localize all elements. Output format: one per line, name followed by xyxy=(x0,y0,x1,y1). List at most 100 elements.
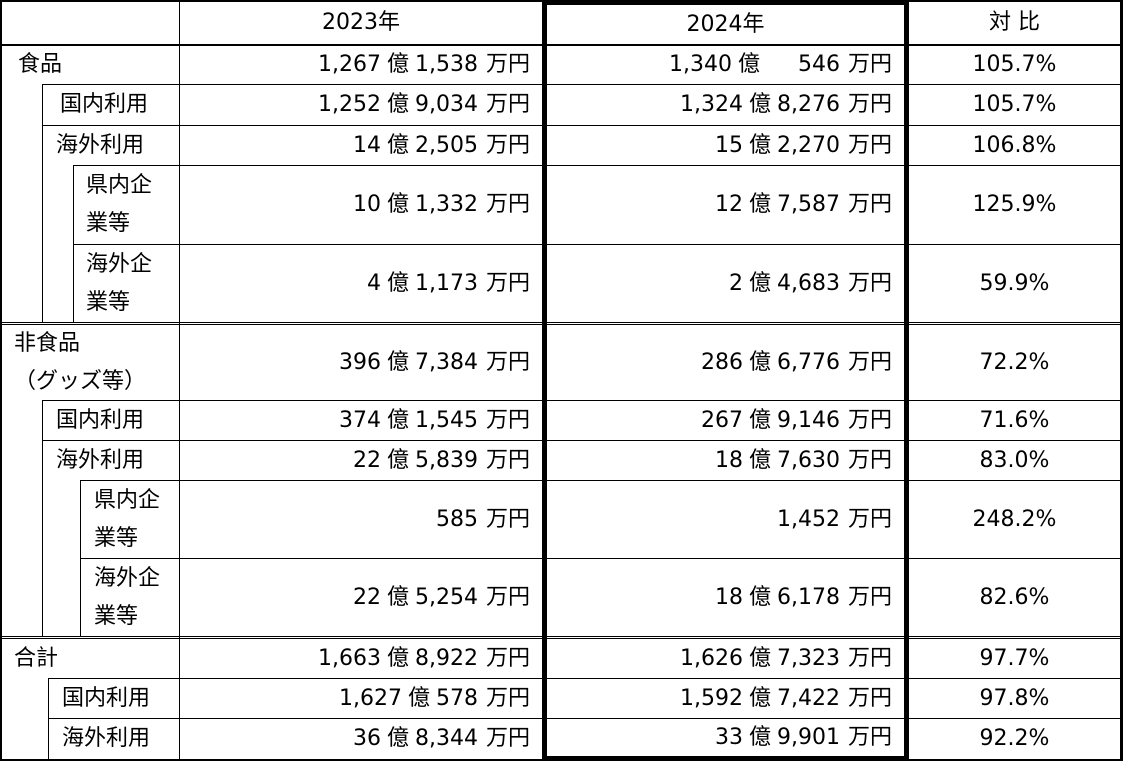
oku-unit: 億 xyxy=(386,645,409,671)
man-value: 7,422 xyxy=(777,685,840,711)
value-2023: 14 億 2,505 万円 xyxy=(180,126,542,165)
row-label: 県内企 業等 xyxy=(94,481,178,558)
man-value: 6,776 xyxy=(777,349,840,375)
man-unit: 万円 xyxy=(485,407,530,433)
row-label-line: 県内企 xyxy=(86,173,153,198)
man-unit: 万円 xyxy=(485,349,530,375)
man-unit: 万円 xyxy=(847,407,892,433)
value-2023: 396 億 7,384 万円 xyxy=(180,325,542,400)
value-2024: 18 億 7,630 万円 xyxy=(547,441,904,480)
oku-value: 1,267 xyxy=(318,52,381,77)
ratio-value: 97.8% xyxy=(979,685,1050,711)
man-unit: 万円 xyxy=(485,447,530,473)
grid-line xyxy=(73,165,1123,166)
oku-unit: 億 xyxy=(748,132,771,158)
oku-value: 374 xyxy=(338,407,381,433)
value-2024: 1,324 億 8,276 万円 xyxy=(547,85,904,125)
ratio-value: 82.6% xyxy=(979,584,1050,610)
man-unit: 万円 xyxy=(847,685,892,711)
oku-value: 18 xyxy=(714,584,743,610)
row-label-line: 業等 xyxy=(86,211,131,236)
oku-value: 1,626 xyxy=(680,645,743,671)
man-value: 7,384 xyxy=(415,349,478,375)
value-2024: 12 億 7,587 万円 xyxy=(547,166,904,244)
oku-value: 1,663 xyxy=(318,645,381,671)
row-label: 海外利用 xyxy=(62,726,151,751)
oku-unit: 億 xyxy=(386,270,409,296)
ratio-value: 97.7% xyxy=(979,645,1050,671)
ratio-value: 106.8% xyxy=(972,132,1057,158)
row-label: 国内利用 xyxy=(60,92,149,117)
man-unit: 万円 xyxy=(485,506,530,532)
row-label-line: 海外企 xyxy=(86,251,153,277)
man-unit: 万円 xyxy=(847,724,892,750)
oku-value: 1,592 xyxy=(680,685,743,711)
grid-line xyxy=(42,400,1123,401)
oku-unit: 億 xyxy=(386,584,409,610)
oku-value: 267 xyxy=(700,407,743,433)
value-2023: 374 億 1,545 万円 xyxy=(180,401,542,440)
row-label-line: 業等 xyxy=(94,525,139,551)
oku-unit: 億 xyxy=(386,132,409,158)
oku-unit: 億 xyxy=(407,685,430,711)
man-value: 9,901 xyxy=(777,724,840,750)
value-2023: 1,627 億 578 万円 xyxy=(180,679,542,718)
man-unit: 万円 xyxy=(847,92,892,117)
man-unit: 万円 xyxy=(847,270,892,296)
grid-line xyxy=(80,480,81,637)
row-label: 海外利用 xyxy=(56,447,145,473)
oku-value: 4 xyxy=(366,270,381,296)
man-value: 9,146 xyxy=(777,407,840,433)
grid-line xyxy=(73,165,74,323)
oku-value: 2 xyxy=(728,270,743,296)
man-unit: 万円 xyxy=(485,726,530,751)
row-label-line: 業等 xyxy=(86,289,131,315)
header-ratio: 対 比 xyxy=(989,10,1040,35)
man-value: 5,839 xyxy=(415,447,478,473)
value-2023: 22 億 5,254 万円 xyxy=(180,559,542,636)
oku-value: 14 xyxy=(352,132,381,158)
grid-line xyxy=(0,324,1123,325)
value-2024: 1,340 億 546 万円 xyxy=(547,46,904,84)
grid-line xyxy=(73,244,1123,245)
grid-line xyxy=(48,718,1123,719)
oku-unit: 億 xyxy=(386,726,409,751)
oku-unit: 億 xyxy=(748,407,771,433)
ratio-value: 59.9% xyxy=(979,270,1050,296)
man-value: 2,505 xyxy=(415,132,478,158)
man-value: 1,545 xyxy=(415,407,478,433)
oku-value: 396 xyxy=(338,349,381,375)
value-2023: 1,267 億 1,538 万円 xyxy=(180,46,542,84)
ratio-value: 83.0% xyxy=(979,447,1050,473)
oku-value: 36 xyxy=(352,726,381,751)
value-2023: 1,663 億 8,922 万円 xyxy=(180,639,542,678)
row-label: 海外企 業等 xyxy=(94,559,178,636)
man-unit: 万円 xyxy=(847,52,892,77)
value-2024: 1,592 億 7,422 万円 xyxy=(547,679,904,718)
value-2024: 1,626 億 7,323 万円 xyxy=(547,639,904,678)
oku-value: 22 xyxy=(352,447,381,473)
man-value: 2,270 xyxy=(777,132,840,158)
value-2023: 22 億 5,839 万円 xyxy=(180,441,542,480)
man-unit: 万円 xyxy=(485,92,530,117)
ratio-value: 92.2% xyxy=(979,726,1050,751)
man-unit: 万円 xyxy=(847,349,892,375)
row-label: 非食品 （グッズ等） xyxy=(14,325,178,400)
row-label-line: 県内企 xyxy=(94,487,161,513)
grid-line xyxy=(42,400,43,637)
oku-unit: 億 xyxy=(386,407,409,433)
row-label-line: 海外企 xyxy=(94,565,161,591)
man-value: 7,630 xyxy=(777,447,840,473)
value-2024: 286 億 6,776 万円 xyxy=(547,325,904,400)
header-2024: 2024年 xyxy=(686,11,765,37)
man-unit: 万円 xyxy=(485,645,530,671)
grid-line xyxy=(0,636,1123,637)
man-unit: 万円 xyxy=(847,132,892,158)
oku-unit: 億 xyxy=(737,52,760,77)
man-value: 5,254 xyxy=(415,584,478,610)
grid-line xyxy=(544,756,907,761)
grid-line xyxy=(0,638,1123,639)
man-value: 578 xyxy=(435,685,478,711)
oku-value: 18 xyxy=(714,447,743,473)
